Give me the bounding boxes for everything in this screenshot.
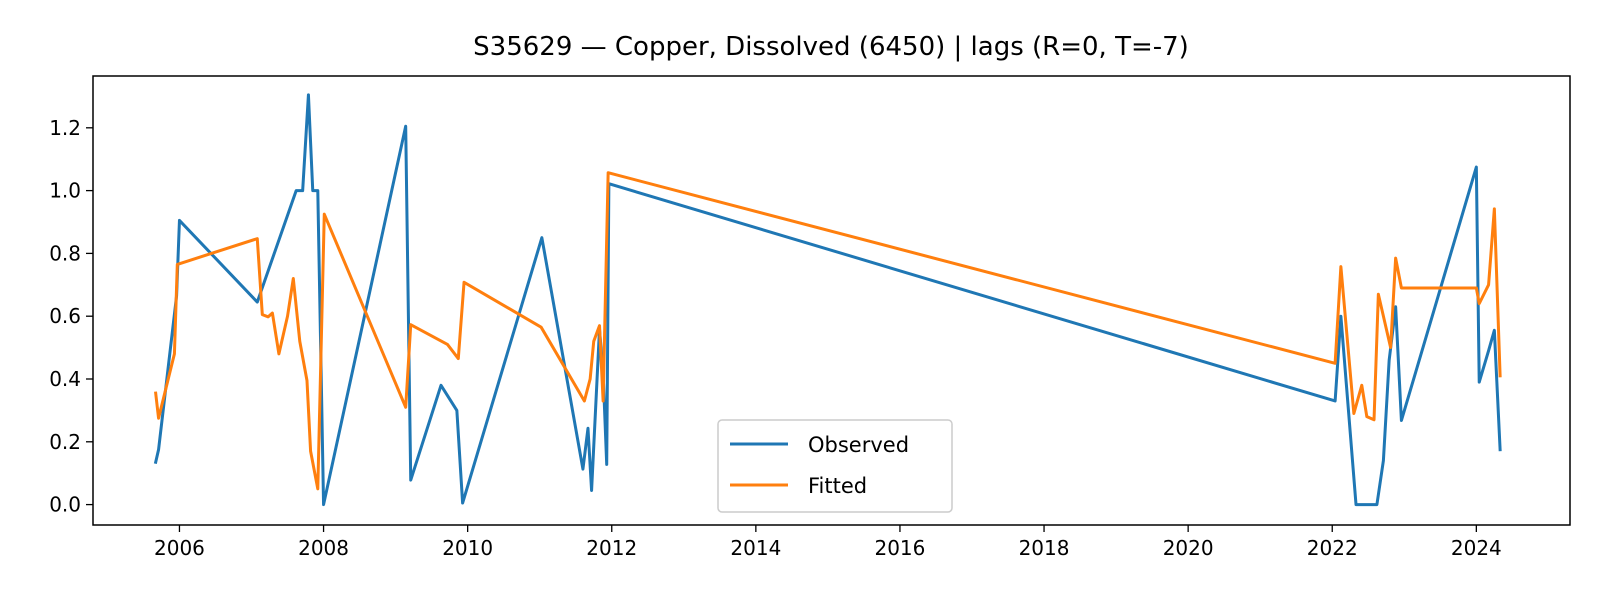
- x-tick-label: 2022: [1307, 536, 1358, 560]
- series-line-observed: [153, 93, 1502, 507]
- x-tick-label: 2018: [1019, 536, 1070, 560]
- x-tick-label: 2016: [874, 536, 925, 560]
- y-tick-label: 0.4: [49, 367, 81, 391]
- x-tick-label: 2020: [1163, 536, 1214, 560]
- y-tick-label: 0.2: [49, 430, 81, 454]
- y-tick-label: 0.6: [49, 304, 81, 328]
- plot-area: [153, 93, 1502, 507]
- x-tick-label: 2006: [154, 536, 205, 560]
- legend-label-fitted: Fitted: [808, 474, 867, 498]
- series-line-fitted: [154, 171, 1502, 491]
- x-tick-label: 2010: [442, 536, 493, 560]
- y-tick-label: 0.8: [49, 241, 81, 265]
- chart-title: S35629 — Copper, Dissolved (6450) | lags…: [473, 32, 1189, 62]
- x-tick-label: 2014: [730, 536, 781, 560]
- axes: 2006 2008 2010 2012 2014 2016 2018 2020 2022 2024…: [49, 75, 1571, 560]
- legend: Observed Fitted: [717, 419, 953, 513]
- legend-label-observed: Observed: [808, 433, 909, 457]
- y-tick-label: 0.0: [49, 493, 81, 517]
- y-tick-label: 1.0: [49, 179, 81, 203]
- x-tick-label: 2012: [586, 536, 637, 560]
- x-tick-label: 2008: [298, 536, 349, 560]
- y-tick-label: 1.2: [49, 116, 81, 140]
- axes-frame: [92, 75, 1571, 526]
- x-tick-label: 2024: [1451, 536, 1502, 560]
